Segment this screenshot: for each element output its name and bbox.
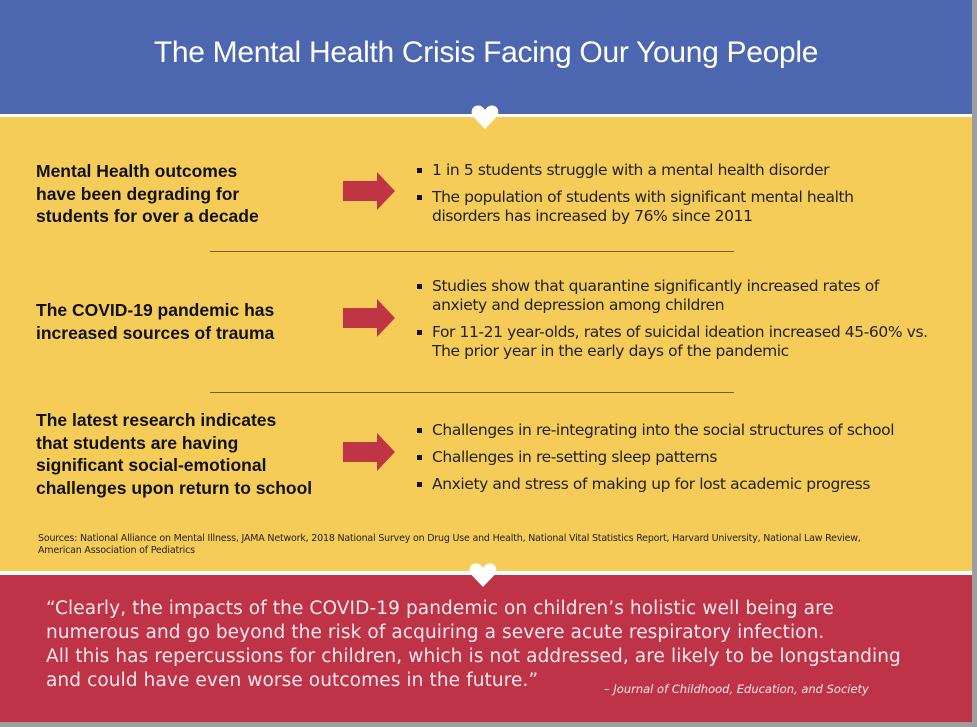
quote-attribution: – Journal of Childhood, Education, and S… <box>604 682 869 696</box>
heading-line: The COVID-19 pandemic has <box>36 300 275 320</box>
page-shadow-bottom <box>0 722 977 727</box>
right-arrow-icon <box>343 172 395 210</box>
row-2-bullets: Studies show that quarantine significant… <box>416 277 936 369</box>
heading-line: that students are having <box>36 432 239 453</box>
bullet-item: Anxiety and stress of making up for lost… <box>416 475 956 494</box>
heading-line: significant social-emotional <box>36 455 267 475</box>
quote-line: All this has repercussions for children,… <box>46 646 901 667</box>
row-1-bullets: 1 in 5 students struggle with a mental h… <box>416 161 906 234</box>
row-1-heading: Mental Health outcomes have been degradi… <box>36 160 259 228</box>
bullet-item: Challenges in re-integrating into the so… <box>416 421 956 440</box>
quote-line: and could have even worse outcomes in th… <box>46 670 539 691</box>
heading-line: increased sources of trauma <box>36 322 275 343</box>
quote-line: “Clearly, the impacts of the COVID-19 pa… <box>46 598 834 619</box>
bullet-item: For 11-21 year-olds, rates of suicidal i… <box>416 323 936 361</box>
right-arrow-icon <box>343 433 395 471</box>
heading-line: The latest research indicates <box>36 410 277 430</box>
quote-banner <box>0 575 972 722</box>
bullet-item: The population of students with signific… <box>416 188 906 226</box>
heading-line: challenges upon return to school <box>36 477 313 498</box>
main-content: Mental Health outcomes have been degradi… <box>0 117 972 571</box>
bullet-item: Challenges in re-setting sleep patterns <box>416 448 956 467</box>
sources-note: Sources: National Alliance on Mental Ill… <box>38 533 861 556</box>
right-arrow-icon <box>343 299 395 337</box>
heading-line: Mental Health outcomes <box>36 161 238 181</box>
heart-icon <box>469 562 497 588</box>
quote-line: numerous and go beyond the risk of acqui… <box>46 622 825 643</box>
section-divider <box>210 392 734 393</box>
row-3-bullets: Challenges in re-integrating into the so… <box>416 421 956 502</box>
section-divider <box>210 251 734 252</box>
row-3-heading: The latest research indicates that stude… <box>36 409 312 499</box>
heading-line: students for over a decade <box>36 206 259 226</box>
heart-icon <box>471 104 499 130</box>
page-title: The Mental Health Crisis Facing Our Youn… <box>153 36 819 69</box>
bullet-item: Studies show that quarantine significant… <box>416 277 936 315</box>
row-2-heading: The COVID-19 pandemic has increased sour… <box>36 299 274 344</box>
bullet-item: 1 in 5 students struggle with a mental h… <box>416 161 906 180</box>
heading-line: have been degrading for <box>36 183 240 204</box>
header-banner: The Mental Health Crisis Facing Our Youn… <box>0 0 972 114</box>
page-shadow-right <box>972 0 977 727</box>
quote-text: “Clearly, the impacts of the COVID-19 pa… <box>46 597 946 693</box>
